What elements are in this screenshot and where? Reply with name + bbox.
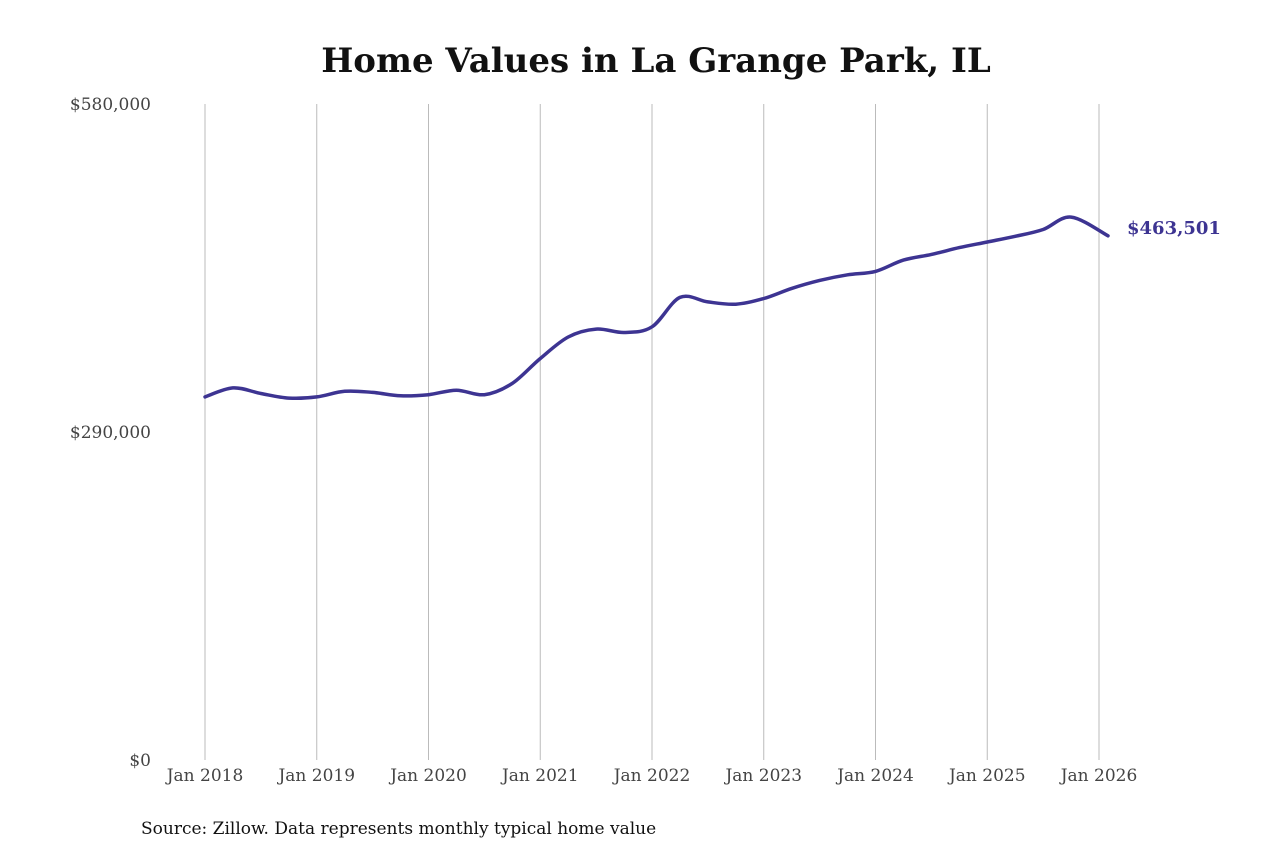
y-tick-label: $290,000: [70, 423, 151, 443]
x-tick-label: Jan 2022: [612, 766, 691, 786]
x-tick-label: Jan 2025: [947, 766, 1026, 786]
last-value-label: $463,501: [1127, 218, 1221, 239]
x-tick-label: Jan 2019: [276, 766, 355, 786]
series-layer: [203, 215, 1110, 401]
x-axis-tick-labels: Jan 2018 Jan 2019 Jan 2020 Jan 2021 Jan 2022…: [165, 766, 1138, 786]
series-line-home-value: [203, 215, 1110, 401]
gridlines: [204, 104, 1100, 760]
x-tick-label: Jan 2020: [388, 766, 467, 786]
x-tick-label: Jan 2026: [1059, 766, 1138, 786]
source-note: Source: Zillow. Data represents monthly …: [141, 819, 656, 839]
x-tick-label: Jan 2023: [723, 766, 802, 786]
chart-title: Home Values in La Grange Park, IL: [321, 41, 991, 81]
x-tick-label: Jan 2018: [165, 766, 244, 786]
x-tick-label: Jan 2021: [500, 766, 579, 786]
y-tick-label: $580,000: [70, 95, 151, 115]
x-tick-label: Jan 2024: [835, 766, 914, 786]
y-tick-label: $0: [129, 751, 151, 771]
y-axis-tick-labels: $580,000 $290,000 $0: [70, 95, 151, 771]
